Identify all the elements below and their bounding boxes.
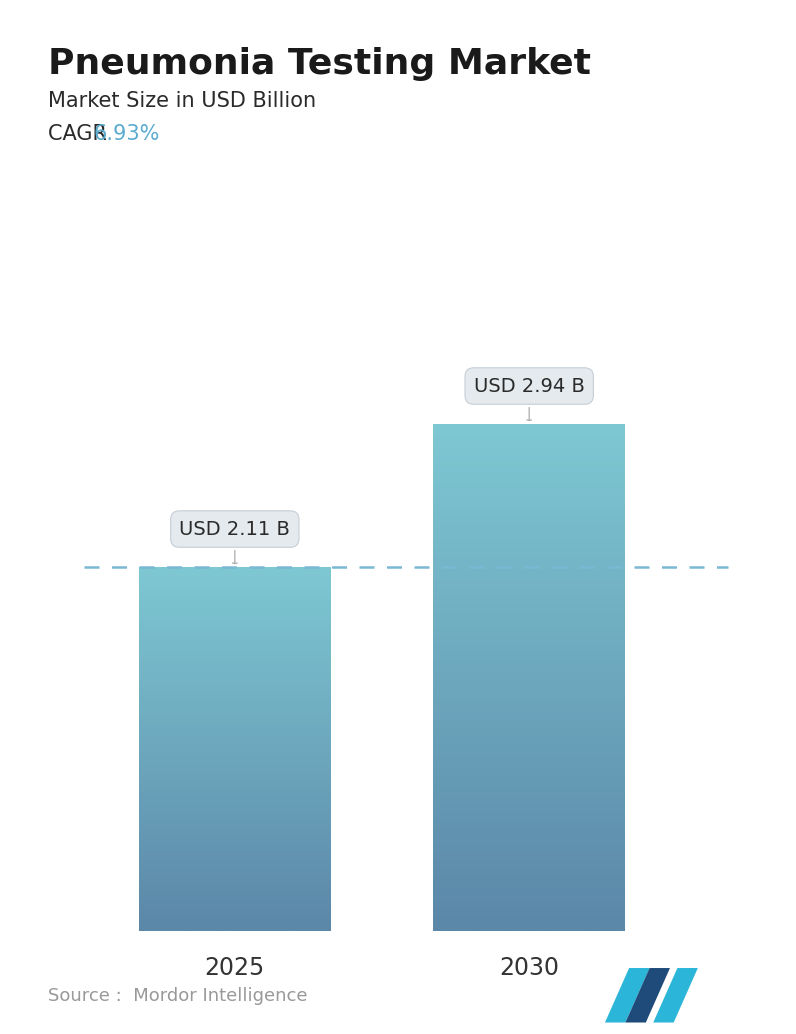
Text: USD 2.94 B: USD 2.94 B <box>474 376 584 421</box>
Text: CAGR: CAGR <box>48 124 113 144</box>
Polygon shape <box>654 968 698 1023</box>
Text: USD 2.11 B: USD 2.11 B <box>179 519 291 564</box>
Text: Pneumonia Testing Market: Pneumonia Testing Market <box>48 47 591 81</box>
Polygon shape <box>605 968 650 1023</box>
Polygon shape <box>626 968 670 1023</box>
Text: 6.93%: 6.93% <box>93 124 159 144</box>
Text: Source :  Mordor Intelligence: Source : Mordor Intelligence <box>48 987 307 1005</box>
Text: Market Size in USD Billion: Market Size in USD Billion <box>48 91 316 111</box>
